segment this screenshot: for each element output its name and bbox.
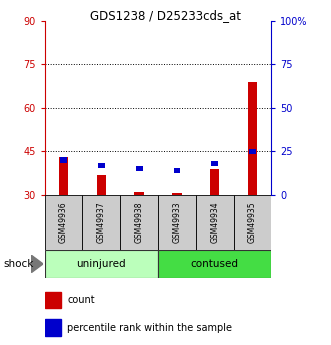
Bar bbox=[45, 292, 61, 308]
Bar bbox=[82, 195, 120, 250]
Text: GSM49935: GSM49935 bbox=[248, 202, 257, 243]
Bar bbox=[210, 169, 219, 195]
Bar bbox=[45, 195, 82, 250]
Text: GSM49933: GSM49933 bbox=[172, 202, 181, 243]
Text: GDS1238 / D25233cds_at: GDS1238 / D25233cds_at bbox=[90, 9, 241, 22]
Bar bbox=[249, 149, 256, 154]
Text: GSM49938: GSM49938 bbox=[135, 202, 144, 243]
Bar bbox=[120, 195, 158, 250]
Text: count: count bbox=[68, 295, 95, 305]
Bar bbox=[211, 161, 218, 166]
Bar bbox=[136, 166, 143, 171]
Bar bbox=[172, 194, 182, 195]
Text: GSM49937: GSM49937 bbox=[97, 202, 106, 243]
Bar bbox=[134, 192, 144, 195]
Bar bbox=[97, 175, 106, 195]
Bar bbox=[98, 163, 105, 168]
Bar bbox=[234, 195, 271, 250]
Bar bbox=[158, 250, 271, 278]
Bar bbox=[59, 157, 68, 195]
Text: GSM49936: GSM49936 bbox=[59, 202, 68, 243]
Text: contused: contused bbox=[191, 259, 239, 269]
Text: uninjured: uninjured bbox=[76, 259, 126, 269]
Bar bbox=[45, 250, 158, 278]
Bar bbox=[45, 319, 61, 336]
Bar bbox=[248, 82, 257, 195]
Text: percentile rank within the sample: percentile rank within the sample bbox=[68, 323, 232, 333]
Polygon shape bbox=[31, 255, 43, 273]
Text: GSM49934: GSM49934 bbox=[210, 202, 219, 243]
Bar bbox=[158, 195, 196, 250]
Bar bbox=[173, 168, 180, 173]
Bar bbox=[196, 195, 234, 250]
Bar bbox=[60, 157, 67, 163]
Text: shock: shock bbox=[3, 259, 34, 269]
